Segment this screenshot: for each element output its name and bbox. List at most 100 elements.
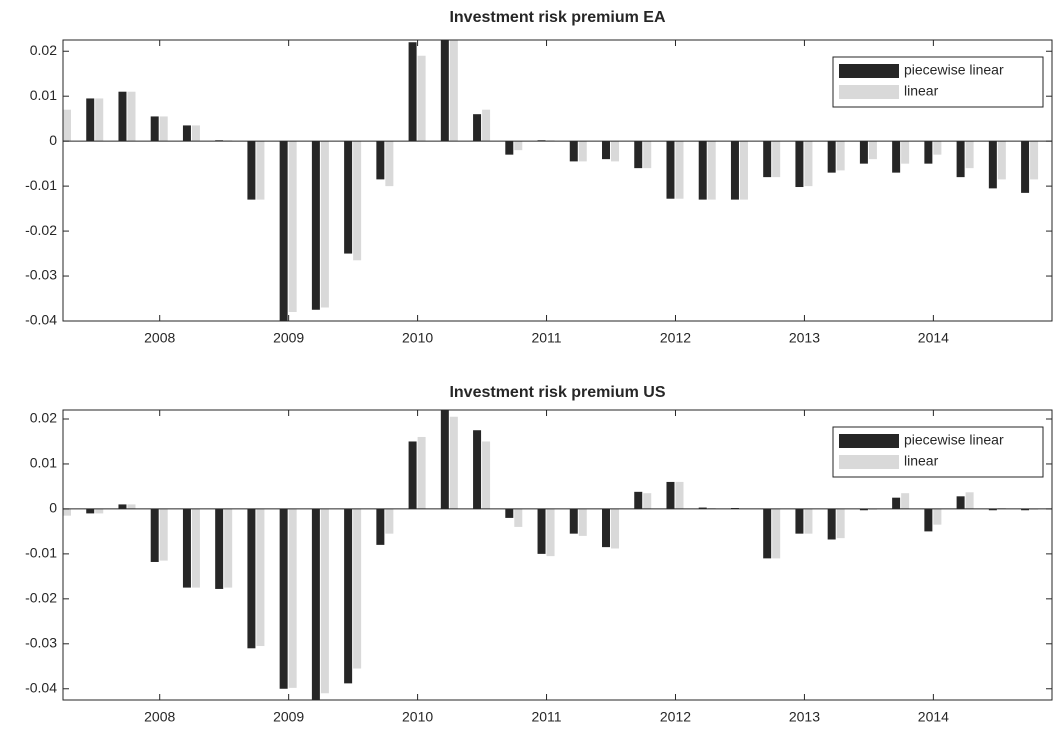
subplot: Investment risk premium EA -0.04 -0.03 -0.0… [25, 9, 1053, 346]
bar [376, 141, 385, 180]
bar [150, 116, 159, 142]
bar [256, 141, 265, 200]
y-tick-label: 0.02 [30, 410, 57, 426]
bar [95, 98, 104, 142]
bar [859, 141, 868, 164]
legend-swatch [839, 85, 899, 99]
bar [353, 508, 362, 669]
bar [118, 91, 127, 142]
y-tick-label: -0.01 [25, 545, 57, 561]
bar [666, 481, 675, 509]
bar [901, 141, 910, 164]
bar [827, 141, 836, 173]
bar [901, 493, 910, 509]
x-tick-label: 2013 [789, 709, 820, 725]
bar [698, 141, 707, 200]
bar [795, 508, 804, 534]
bar [698, 507, 707, 509]
x-tick-label: 2013 [789, 330, 820, 346]
bar [505, 141, 514, 155]
bar [836, 141, 845, 171]
bar [643, 141, 652, 169]
bar [836, 508, 845, 539]
bar [182, 508, 191, 588]
x-tick-label: 2012 [660, 330, 691, 346]
bar [417, 436, 426, 509]
bar [643, 493, 652, 509]
bar [611, 141, 620, 162]
bar [611, 508, 620, 549]
bar [933, 508, 942, 525]
bar [546, 508, 555, 557]
bar [473, 430, 482, 509]
bar [772, 141, 781, 178]
legend-label: piecewise linear [904, 62, 1004, 78]
x-tick-label: 2011 [531, 709, 561, 725]
bar [675, 481, 684, 509]
bar [191, 508, 200, 588]
bar [1030, 141, 1039, 180]
bar [288, 508, 297, 688]
bar [385, 508, 394, 534]
bar [956, 141, 965, 178]
bar [988, 141, 997, 189]
legend-swatch [839, 434, 899, 448]
bar [127, 91, 136, 142]
bar [827, 508, 836, 540]
bar [182, 125, 191, 142]
bar [215, 508, 224, 589]
bar [707, 141, 716, 200]
bar [449, 416, 458, 509]
bar [739, 141, 748, 200]
y-tick-label: -0.02 [25, 222, 57, 238]
bar [482, 109, 491, 142]
bar [279, 508, 288, 689]
bar [804, 508, 813, 534]
bar [63, 508, 71, 516]
bar [997, 141, 1006, 180]
legend-label: linear [904, 453, 939, 469]
bar [440, 410, 449, 509]
x-tick-label: 2010 [402, 330, 433, 346]
bar [482, 441, 491, 509]
legend-label: linear [904, 83, 939, 99]
bar [772, 508, 781, 559]
bar [256, 508, 265, 647]
bar [892, 141, 901, 173]
y-tick-label: 0.01 [30, 455, 57, 471]
bar [763, 141, 772, 178]
bar [191, 125, 200, 142]
bar [763, 508, 772, 559]
y-tick-label: 0 [49, 132, 57, 148]
bar [578, 508, 587, 536]
bar [288, 141, 297, 313]
x-tick-label: 2011 [531, 330, 561, 346]
bar [320, 141, 329, 308]
axes-box [62, 39, 1053, 322]
bar [578, 141, 587, 162]
bar [247, 508, 256, 649]
bars [63, 410, 1039, 700]
bar [127, 504, 136, 509]
bar [159, 116, 168, 142]
bar [965, 492, 974, 509]
bar [804, 141, 813, 187]
bar [602, 141, 611, 160]
bar [569, 141, 578, 162]
bar [408, 441, 417, 509]
bar [344, 141, 353, 254]
bar [86, 98, 95, 142]
legend-swatch [839, 455, 899, 469]
y-tick-label: 0.02 [30, 42, 57, 58]
y-tick-label: -0.02 [25, 590, 57, 606]
chart-title: Investment risk premium EA [449, 9, 666, 26]
bar [86, 508, 95, 514]
y-tick-label: -0.04 [25, 312, 57, 328]
bar [795, 141, 804, 188]
bar [634, 491, 643, 509]
bar [1021, 141, 1030, 193]
bar [514, 141, 523, 151]
bar [924, 141, 933, 164]
bar [1021, 508, 1030, 511]
